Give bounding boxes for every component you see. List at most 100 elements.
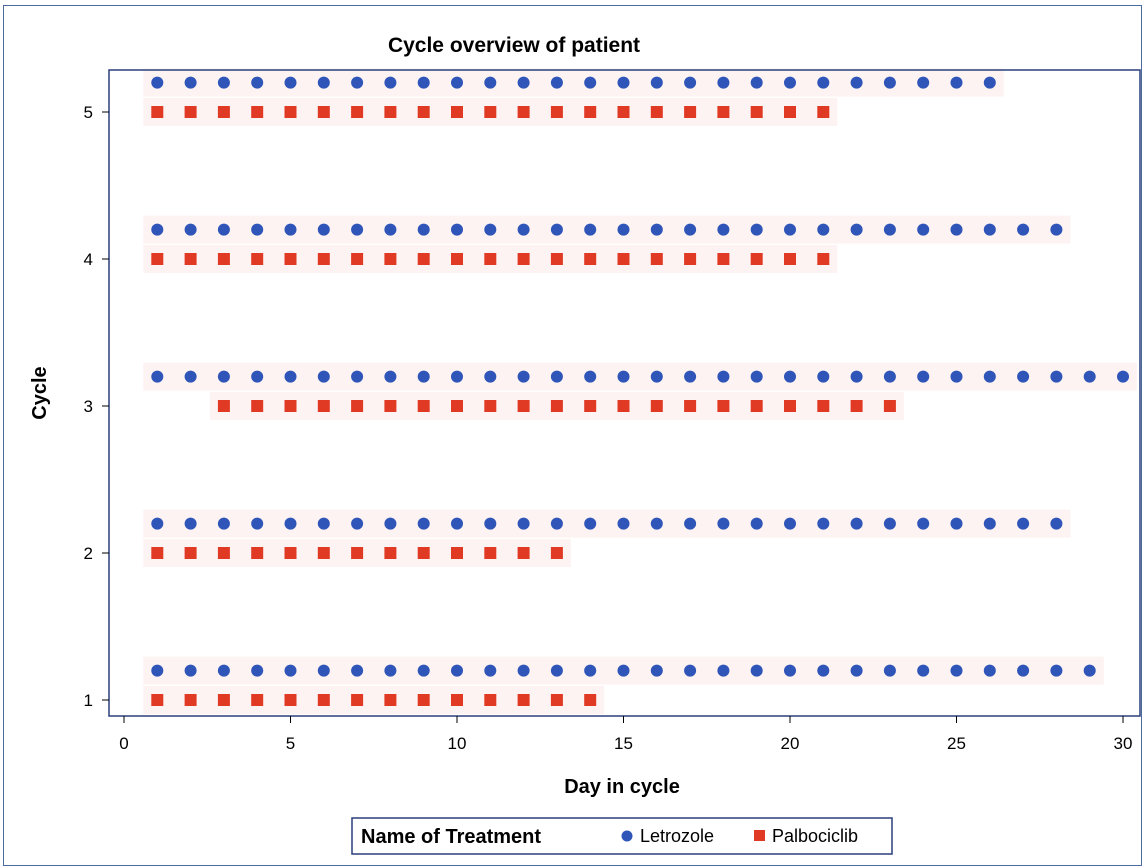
letrozole-point — [451, 517, 463, 530]
marks-layer — [143, 68, 1138, 714]
palbociclib-point — [284, 547, 297, 559]
palbociclib-point — [451, 106, 463, 118]
letrozole-point — [784, 76, 796, 89]
palbociclib-point — [384, 400, 397, 412]
letrozole-point — [151, 223, 164, 236]
x-tick-label: 5 — [286, 734, 295, 753]
letrozole-point — [617, 223, 630, 236]
letrozole-point — [1050, 664, 1063, 677]
palbociclib-point — [817, 106, 830, 118]
letrozole-point — [850, 76, 863, 89]
x-tick-label: 15 — [614, 734, 633, 753]
letrozole-point — [750, 223, 763, 236]
letrozole-point — [484, 370, 497, 383]
palbociclib-point — [284, 253, 297, 265]
letrozole-point — [784, 517, 796, 530]
palbociclib-point — [750, 400, 763, 412]
letrozole-point — [850, 370, 863, 383]
palbociclib-point — [417, 253, 430, 265]
palbociclib-point — [883, 400, 896, 412]
letrozole-point — [517, 370, 530, 383]
letrozole-point — [983, 76, 996, 89]
letrozole-point — [451, 76, 463, 89]
letrozole-point — [1017, 223, 1030, 236]
letrozole-point — [550, 223, 563, 236]
palbociclib-point — [484, 400, 497, 412]
letrozole-point — [451, 370, 463, 383]
letrozole-point — [950, 517, 963, 530]
letrozole-point — [684, 370, 697, 383]
palbociclib-point — [584, 106, 597, 118]
palbociclib-point — [517, 253, 530, 265]
letrozole-point — [650, 370, 663, 383]
letrozole-point — [1017, 370, 1030, 383]
legend-letrozole-marker — [621, 830, 633, 842]
letrozole-point — [284, 223, 297, 236]
letrozole-point — [217, 370, 230, 383]
palbociclib-point — [384, 253, 397, 265]
palbociclib-point — [550, 253, 563, 265]
letrozole-point — [917, 370, 930, 383]
legend-letrozole-label: Letrozole — [640, 826, 714, 846]
y-tick-label: 4 — [84, 250, 93, 269]
palbociclib-point — [251, 106, 264, 118]
palbociclib-point — [417, 400, 430, 412]
letrozole-point — [950, 223, 963, 236]
letrozole-point — [517, 517, 530, 530]
palbociclib-point — [451, 400, 463, 412]
palbociclib-point — [184, 694, 197, 706]
letrozole-point — [284, 370, 297, 383]
letrozole-point — [351, 76, 364, 89]
palbociclib-point — [617, 400, 630, 412]
letrozole-point — [584, 664, 597, 677]
x-axis-label: Day in cycle — [564, 776, 680, 798]
letrozole-point — [617, 370, 630, 383]
palbociclib-point — [351, 400, 364, 412]
letrozole-point — [217, 517, 230, 530]
letrozole-point — [650, 664, 663, 677]
letrozole-point — [151, 664, 164, 677]
palbociclib-point — [317, 547, 330, 559]
letrozole-point — [850, 223, 863, 236]
letrozole-point — [1117, 370, 1129, 383]
letrozole-point — [550, 664, 563, 677]
palbociclib-point — [584, 400, 597, 412]
letrozole-point — [484, 517, 497, 530]
palbociclib-point — [151, 253, 164, 265]
y-tick-label: 1 — [84, 691, 93, 710]
palbociclib-point — [417, 106, 430, 118]
palbociclib-point — [484, 547, 497, 559]
letrozole-point — [1083, 370, 1096, 383]
palbociclib-point — [217, 106, 230, 118]
palbociclib-point — [251, 694, 264, 706]
palbociclib-point — [351, 694, 364, 706]
letrozole-point — [950, 370, 963, 383]
letrozole-point — [584, 370, 597, 383]
letrozole-point — [351, 370, 364, 383]
letrozole-point — [484, 223, 497, 236]
palbociclib-point — [750, 106, 763, 118]
letrozole-point — [850, 664, 863, 677]
letrozole-point — [384, 370, 397, 383]
letrozole-point — [384, 664, 397, 677]
y-axis-label: Cycle — [29, 366, 51, 419]
palbociclib-point — [517, 547, 530, 559]
letrozole-point — [717, 223, 730, 236]
palbociclib-point — [784, 253, 796, 265]
x-tick-label: 30 — [1114, 734, 1133, 753]
palbociclib-point — [284, 106, 297, 118]
letrozole-point — [284, 517, 297, 530]
letrozole-point — [184, 517, 197, 530]
palbociclib-point — [850, 400, 863, 412]
letrozole-point — [584, 76, 597, 89]
palbociclib-point — [484, 694, 497, 706]
letrozole-point — [983, 664, 996, 677]
series-band — [143, 215, 1071, 244]
chart-title: Cycle overview of patient — [388, 34, 640, 57]
letrozole-point — [184, 664, 197, 677]
palbociclib-point — [351, 253, 364, 265]
letrozole-point — [650, 76, 663, 89]
palbociclib-point — [317, 400, 330, 412]
series-band — [143, 509, 1071, 538]
